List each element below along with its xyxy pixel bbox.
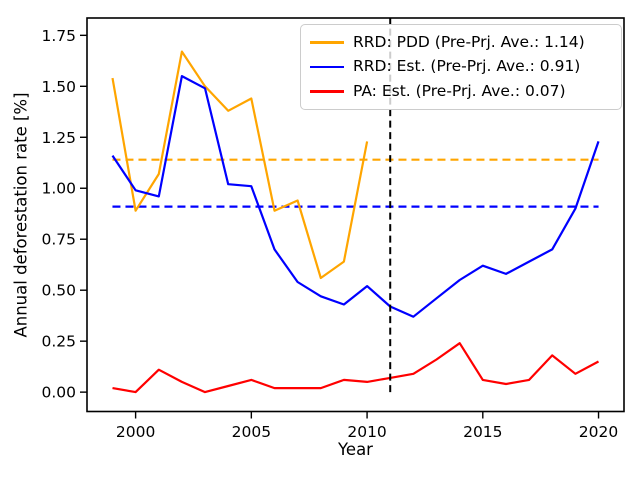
svg-text:1.75: 1.75 <box>41 27 76 45</box>
y-axis-label: Annual deforestation rate [%] <box>11 92 31 338</box>
legend-item-rrd-pdd: RRD: PDD (Pre-Prj. Ave.: 1.14) <box>310 32 612 51</box>
legend-line-swatch-orange <box>310 41 344 44</box>
x-axis-label: Year <box>338 440 373 459</box>
svg-text:1.50: 1.50 <box>41 78 76 96</box>
legend-label: RRD: Est. (Pre-Prj. Ave.: 0.91) <box>353 57 581 76</box>
legend-item-pa-est: PA: Est. (Pre-Prj. Ave.: 0.07) <box>310 81 612 100</box>
svg-text:2000: 2000 <box>116 423 155 441</box>
svg-text:2020: 2020 <box>579 423 618 441</box>
svg-text:1.00: 1.00 <box>41 180 76 198</box>
svg-text:0.75: 0.75 <box>41 231 76 249</box>
svg-text:0.50: 0.50 <box>41 282 76 300</box>
legend-line-swatch-red <box>310 90 344 93</box>
legend: RRD: PDD (Pre-Prj. Ave.: 1.14) RRD: Est.… <box>300 24 622 110</box>
svg-text:0.25: 0.25 <box>41 333 76 351</box>
legend-label: RRD: PDD (Pre-Prj. Ave.: 1.14) <box>353 32 585 51</box>
legend-label: PA: Est. (Pre-Prj. Ave.: 0.07) <box>353 81 566 100</box>
svg-text:1.25: 1.25 <box>41 129 76 147</box>
legend-line-swatch-blue <box>310 65 344 69</box>
legend-item-rrd-est: RRD: Est. (Pre-Prj. Ave.: 0.91) <box>310 59 612 75</box>
svg-text:0.00: 0.00 <box>41 384 76 402</box>
svg-text:2015: 2015 <box>463 423 502 441</box>
svg-text:2010: 2010 <box>347 423 386 441</box>
svg-text:2005: 2005 <box>232 423 271 441</box>
